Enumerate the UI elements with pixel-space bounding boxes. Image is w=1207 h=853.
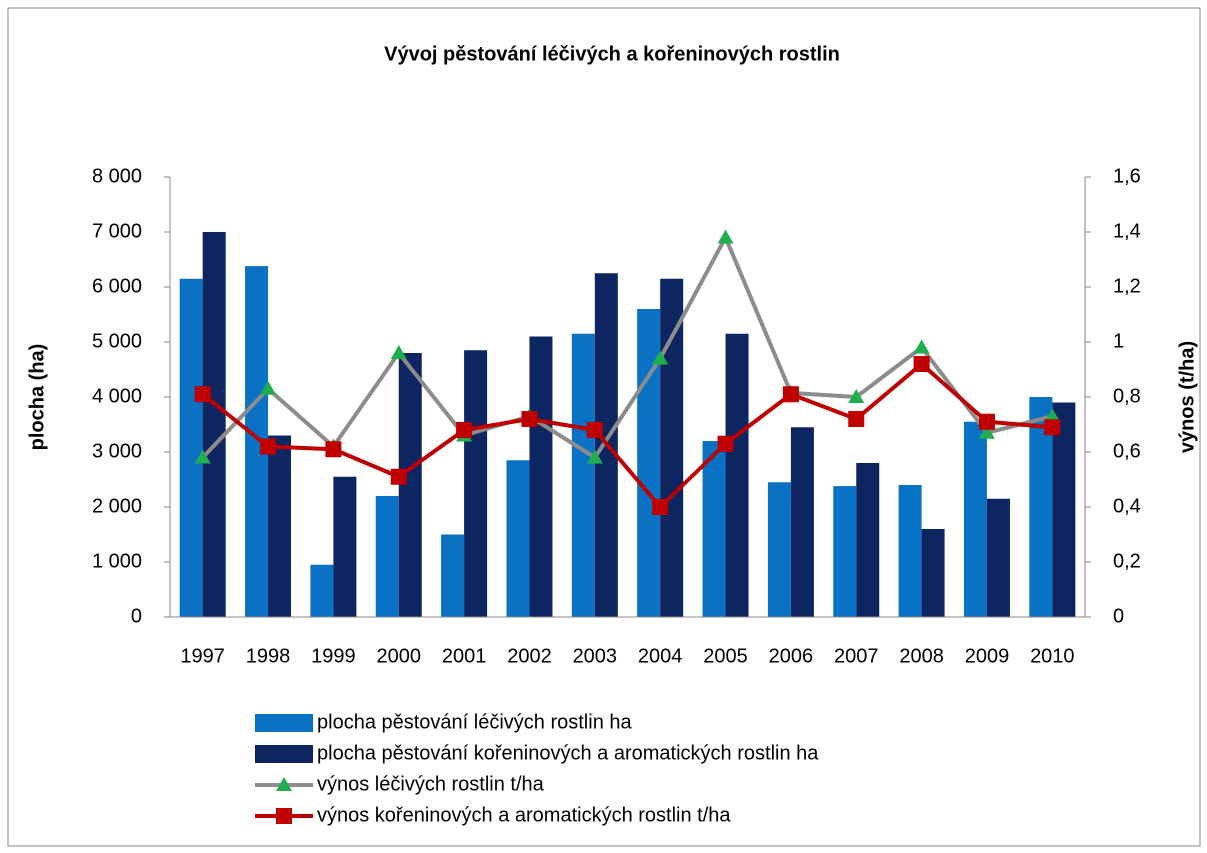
y2-tick-label: 0,6: [1113, 440, 1141, 462]
y2-tick-label: 1,4: [1113, 220, 1141, 242]
marker: [260, 380, 277, 395]
y-axis-title: plocha (ha): [26, 344, 48, 451]
line-series: [201, 362, 1053, 509]
marker: [717, 229, 734, 244]
bar: [202, 232, 226, 617]
marker: [913, 339, 930, 354]
x-tick-label: 2000: [377, 645, 422, 667]
bar: [856, 463, 880, 617]
bar: [571, 333, 595, 617]
marker: [260, 438, 277, 455]
y2-tick-label: 0,2: [1113, 550, 1141, 572]
x-tick-label: 2001: [442, 645, 487, 667]
bar: [506, 460, 530, 617]
x-tick-label: 2004: [638, 645, 683, 667]
bar: [725, 333, 749, 617]
chart-title: Vývoj pěstování léčivých a kořeninových …: [384, 43, 840, 65]
legend-swatch: [255, 745, 313, 763]
marker: [456, 422, 473, 438]
y-tick-label: 6 000: [92, 275, 142, 297]
bar: [333, 476, 357, 617]
y2-tick-label: 1,6: [1113, 165, 1141, 187]
legend-marker: [276, 808, 292, 824]
marker: [717, 435, 734, 452]
marker: [1044, 419, 1061, 436]
y2-tick-label: 0,8: [1113, 385, 1141, 407]
marker: [978, 424, 995, 439]
y-tick-label: 5 000: [92, 330, 142, 352]
marker: [325, 441, 342, 458]
marker: [194, 386, 211, 403]
marker: [652, 350, 669, 365]
bar: [375, 496, 399, 617]
bar: [702, 441, 726, 617]
marker: [521, 411, 538, 427]
bar: [767, 482, 791, 617]
marker: [390, 345, 407, 359]
y2-axis-title: výnos (t/ha): [1176, 341, 1198, 453]
bar: [833, 486, 857, 617]
bar: [637, 309, 661, 617]
bar: [986, 498, 1010, 617]
bar: [921, 529, 945, 617]
marker: [586, 449, 603, 464]
marker: [586, 422, 603, 438]
marker: [913, 356, 930, 372]
marker: [1044, 408, 1061, 423]
x-tick-label: 1998: [246, 645, 291, 667]
x-tick-label: 2002: [507, 645, 552, 667]
bar: [464, 350, 488, 617]
y-tick-label: 2 000: [92, 495, 142, 517]
x-tick-label: 2003: [573, 645, 618, 667]
bar: [245, 266, 269, 617]
x-tick-label: 2005: [703, 645, 748, 667]
bar: [1029, 397, 1053, 617]
bar: [398, 353, 422, 617]
x-tick-label: 2008: [899, 645, 944, 667]
bar: [898, 485, 922, 617]
legend-label: plocha pěstování léčivých rostlin ha: [317, 711, 632, 733]
marker: [848, 411, 865, 427]
bar: [268, 435, 292, 617]
legend-swatch: [255, 714, 313, 732]
bar: [1052, 402, 1076, 617]
bar: [441, 534, 465, 617]
marker: [194, 449, 211, 464]
x-tick-label: 1997: [180, 645, 225, 667]
y2-tick-label: 0: [1113, 605, 1124, 627]
x-tick-label: 1999: [311, 645, 356, 667]
marker: [978, 413, 995, 430]
y-tick-label: 4 000: [92, 385, 142, 407]
line-series: [201, 235, 1053, 460]
marker: [848, 389, 865, 403]
marker: [390, 468, 407, 485]
legend-marker: [276, 777, 292, 791]
y-tick-label: 3 000: [92, 440, 142, 462]
bar: [790, 427, 814, 617]
y-tick-label: 8 000: [92, 165, 142, 187]
legend-label: plocha pěstování kořeninových a aromatic…: [317, 742, 819, 764]
bar: [310, 564, 334, 617]
legend-label: výnos kořeninových a aromatických rostli…: [317, 804, 731, 826]
x-tick-label: 2010: [1030, 645, 1075, 667]
legend-label: výnos léčivých rostlin t/ha: [317, 773, 545, 795]
y-tick-label: 7 000: [92, 220, 142, 242]
y2-tick-label: 1: [1113, 330, 1124, 352]
x-tick-label: 2006: [769, 645, 814, 667]
marker: [652, 499, 669, 515]
bar: [963, 421, 987, 617]
x-tick-label: 2009: [965, 645, 1010, 667]
y2-tick-label: 1,2: [1113, 275, 1141, 297]
y-tick-label: 0: [131, 605, 142, 627]
y2-tick-label: 0,4: [1113, 495, 1141, 517]
x-tick-label: 2007: [834, 645, 879, 667]
bar: [179, 278, 203, 617]
bar: [660, 278, 684, 617]
marker: [782, 386, 799, 403]
y-tick-label: 1 000: [92, 550, 142, 572]
bar: [529, 336, 553, 617]
